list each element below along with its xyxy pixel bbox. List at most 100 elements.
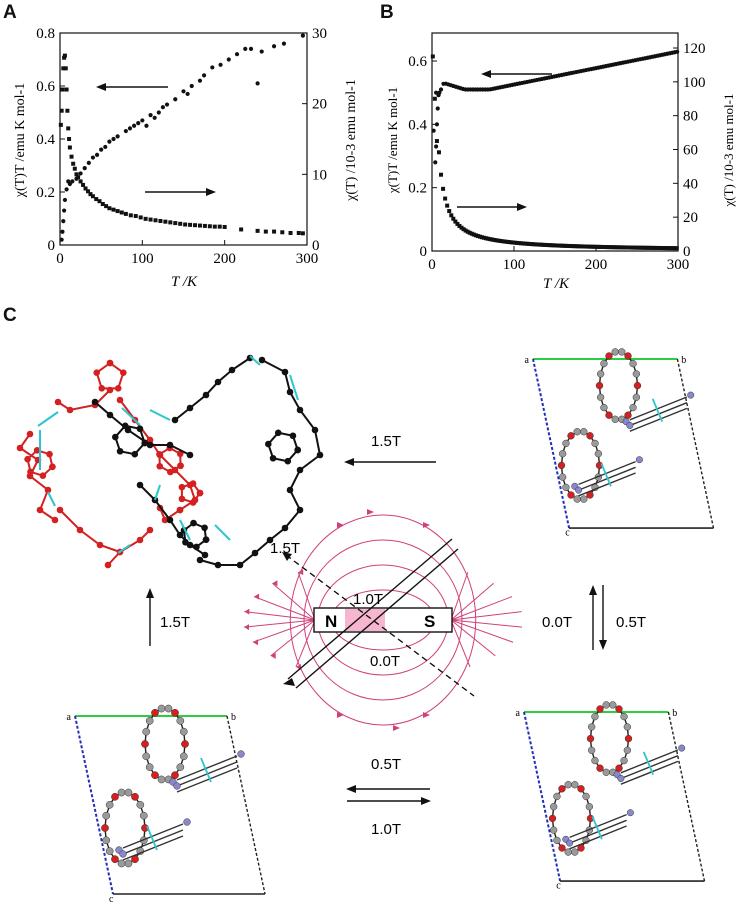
panel-b-chi-point (672, 246, 677, 251)
carbon-atom (587, 723, 596, 731)
panel-a-chi-point (66, 126, 71, 131)
hydrogen-bond (200, 757, 212, 783)
panel-b-chi-point (498, 238, 503, 243)
panel-b-x-tick-label: 300 (667, 257, 690, 273)
field-line-arrow (244, 624, 250, 631)
red-ring-mid-atom (166, 468, 174, 476)
cell-label-b: b (672, 708, 677, 719)
black-chain-atom (281, 524, 289, 532)
panel-a-chi-point (217, 224, 222, 229)
panel-b-x-axis: 0 100 200 300 (428, 246, 689, 273)
hydrogen-bond (37, 411, 59, 427)
carbon-atom (145, 763, 154, 771)
panel-b-chi-point (551, 243, 556, 248)
panel-b-right-tick-label: 120 (683, 41, 706, 57)
black-chain (199, 359, 322, 566)
panel-b-chi-point (508, 240, 513, 245)
field-line-arrow (423, 522, 430, 528)
panel-b-chi-point (539, 242, 544, 247)
dmit-ligand (620, 760, 679, 785)
carbon-atom (620, 756, 628, 765)
field-line-radial (272, 582, 316, 621)
panel-b-chi-point (455, 221, 460, 226)
panel-b-chi-point (641, 245, 646, 250)
field-line-arrow (367, 509, 374, 515)
black-chain-atom (214, 378, 222, 386)
panel-b-frame (431, 32, 679, 252)
carbon-atom (618, 348, 626, 356)
panel-a-chi-point (158, 218, 163, 223)
field-line-radial (450, 611, 522, 621)
cell-label-c: c (565, 528, 570, 539)
panel-b-chi-point (566, 243, 571, 248)
carbon-atom (102, 811, 111, 820)
panel-a-frame (59, 32, 308, 246)
carbon-atom (611, 348, 619, 356)
cell-axis-c (74, 715, 114, 895)
panel-b-chi-point (545, 243, 550, 248)
black-chain-atom (286, 486, 294, 494)
panel-a-chi-point (107, 206, 112, 211)
panel-b-chi-point (471, 232, 476, 237)
black-chain (174, 357, 251, 421)
unit-cell-view-bottom-right: a b c (516, 701, 706, 892)
red-chain-atom (161, 516, 169, 524)
cell-edge (226, 715, 266, 895)
panel-a-chi-point (97, 199, 102, 204)
cell-label-a: a (525, 355, 530, 366)
panel-b-chi-point (510, 240, 515, 245)
black-chain-atom (296, 506, 304, 514)
panel-b-chi-point (512, 240, 517, 245)
carbon-atom (117, 859, 126, 868)
panel-a-chi-point (178, 221, 183, 226)
panel-a-x-tick-label: 200 (213, 251, 236, 267)
black-ring-right-atom (274, 429, 282, 437)
red-ring-left-atom (24, 455, 31, 463)
hydrogen-bond (154, 484, 161, 501)
dmit-ligand (629, 407, 688, 432)
panel-a-chi-point (173, 221, 178, 226)
red-chain-atom (76, 526, 84, 534)
panel-a-chiT-point (243, 46, 248, 52)
panel-b-chi-point (598, 244, 603, 249)
field-label-1.0T: 1.0T (353, 591, 383, 608)
carbon-atom (176, 717, 185, 725)
field-line-radial (450, 619, 523, 628)
red-chain (18, 433, 56, 521)
carbon-atom (136, 801, 145, 809)
carbon-atom (562, 483, 570, 492)
panel-b-chi-point (607, 245, 612, 250)
black-chain-atom (166, 516, 174, 524)
oxygen-atom (548, 814, 557, 823)
panel-b-chi-point (457, 223, 462, 228)
panel-b-chiT-point (438, 87, 444, 92)
panel-a-chiT-point (300, 33, 305, 38)
oxygen-atom (131, 792, 139, 801)
panel-a-chi-point (65, 108, 70, 113)
panel-b-right-axis: 0 20 40 60 80 100 120 (673, 41, 706, 260)
nitrogen-atom (173, 782, 181, 790)
unit-cell-view-bottom-left: a b c (67, 704, 266, 905)
oxygen-atom (615, 764, 623, 772)
carbon-atom (571, 781, 579, 789)
black-chain-atom (296, 406, 304, 414)
field-line-radial (270, 619, 316, 657)
panel-b-chi-point (473, 233, 478, 238)
panel-a-left-tick-label: 0.2 (36, 185, 55, 201)
panel-b-chi-point (547, 243, 552, 248)
panel-a-chiT-point (111, 136, 116, 142)
red-chain-atom (54, 398, 62, 406)
panel-b-chi-point (594, 244, 599, 249)
transition-arrow-bottom-bottom-head (421, 797, 431, 805)
panel-b-chi-point (506, 240, 511, 245)
panel-b-chi-point (432, 96, 437, 101)
hbond-network-structure (16, 354, 324, 569)
panel-b-chi-point (611, 245, 616, 250)
carbon-atom (117, 788, 126, 797)
nitrogen-atom (237, 750, 245, 758)
cell-label-c: c (556, 881, 561, 892)
black-chain-atom (316, 451, 324, 459)
red-crown-ring-top-atom (114, 385, 122, 392)
red-ring-mid2-atom (178, 483, 186, 491)
